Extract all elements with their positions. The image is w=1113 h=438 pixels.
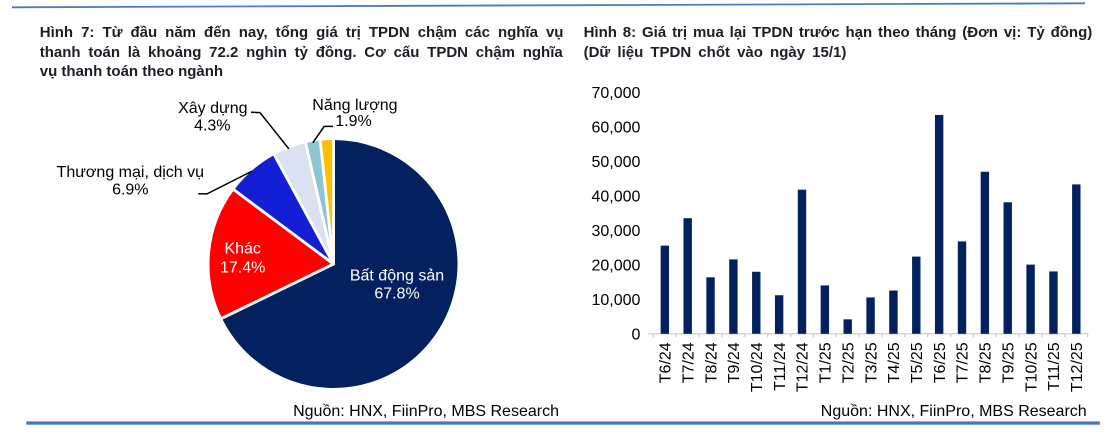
svg-text:T9/25: T9/25 (1000, 342, 1017, 383)
svg-text:T2/25: T2/25 (840, 342, 857, 383)
svg-text:T6/24: T6/24 (658, 342, 675, 383)
svg-text:T3/25: T3/25 (863, 342, 880, 383)
svg-text:T11/24: T11/24 (772, 342, 789, 391)
svg-text:T6/25: T6/25 (932, 342, 949, 383)
svg-text:T12/25: T12/25 (1069, 342, 1086, 392)
svg-text:60,000: 60,000 (591, 119, 640, 136)
svg-text:T5/25: T5/25 (909, 342, 926, 383)
svg-text:4.3%: 4.3% (194, 117, 230, 134)
svg-text:T8/24: T8/24 (703, 342, 720, 383)
svg-text:T11/25: T11/25 (1046, 342, 1063, 391)
svg-text:T7/24: T7/24 (680, 342, 697, 383)
svg-text:Khác: Khác (224, 241, 260, 258)
svg-text:Bất động sản: Bất động sản (350, 267, 444, 284)
svg-text:0: 0 (631, 326, 640, 343)
svg-text:T1/25: T1/25 (818, 342, 835, 383)
svg-text:T7/25: T7/25 (955, 342, 972, 383)
svg-text:T8/25: T8/25 (978, 342, 995, 383)
svg-text:67.8%: 67.8% (374, 286, 419, 303)
svg-text:T10/25: T10/25 (1023, 342, 1040, 392)
svg-text:10,000: 10,000 (591, 292, 640, 309)
svg-text:Xây dựng: Xây dựng (178, 100, 247, 117)
svg-text:6.9%: 6.9% (112, 182, 148, 199)
svg-text:20,000: 20,000 (591, 257, 640, 274)
svg-text:30,000: 30,000 (591, 223, 640, 240)
svg-text:Năng lượng: Năng lượng (312, 97, 397, 114)
svg-text:50,000: 50,000 (591, 154, 640, 171)
svg-text:17.4%: 17.4% (220, 259, 265, 276)
svg-text:T12/24: T12/24 (795, 342, 812, 392)
svg-text:70,000: 70,000 (591, 85, 640, 102)
svg-text:1.9%: 1.9% (335, 113, 371, 130)
svg-text:T10/24: T10/24 (749, 342, 766, 392)
svg-text:40,000: 40,000 (591, 188, 640, 205)
svg-text:T4/25: T4/25 (886, 342, 903, 383)
svg-text:Thương mại, dịch vụ: Thương mại, dịch vụ (57, 164, 204, 181)
svg-text:T9/24: T9/24 (726, 342, 743, 383)
